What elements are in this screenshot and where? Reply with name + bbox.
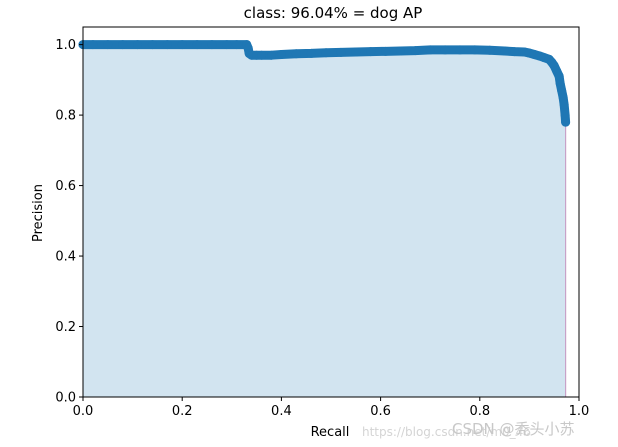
- data-point: [366, 47, 376, 57]
- data-point: [425, 45, 435, 55]
- data-point: [276, 49, 286, 59]
- watermark-url: https://blog.csdn.net/m0_46: [362, 425, 531, 439]
- data-point: [410, 46, 420, 56]
- data-point: [321, 48, 331, 58]
- pr-area-fill: [83, 44, 566, 397]
- chart-title: class: 96.04% = dog AP: [244, 4, 423, 22]
- x-tick-label: 0.6: [370, 404, 391, 419]
- data-point: [232, 40, 242, 50]
- watermark-brand: CSDN @秃头小苏: [452, 420, 575, 438]
- x-tick-label: 0.2: [172, 404, 193, 419]
- data-point: [559, 100, 569, 110]
- data-point: [555, 78, 565, 88]
- x-tick-label: 0.8: [469, 404, 490, 419]
- data-point: [351, 47, 361, 57]
- y-tick-label: 0.2: [55, 320, 76, 335]
- data-point: [510, 47, 520, 57]
- x-axis-label: Recall: [311, 425, 350, 440]
- plot-area: [78, 40, 571, 397]
- y-tick-label: 0.6: [55, 179, 76, 194]
- x-tick-label: 0.4: [271, 404, 292, 419]
- data-point: [266, 50, 276, 60]
- x-tick-label: 1.0: [569, 404, 590, 419]
- data-point: [133, 40, 143, 50]
- data-point: [192, 40, 202, 50]
- axes-frame: [82, 26, 580, 398]
- data-point: [395, 46, 405, 56]
- data-point: [147, 40, 157, 50]
- y-tick-label: 0.0: [55, 391, 76, 406]
- data-point: [560, 110, 570, 120]
- data-point: [557, 85, 567, 95]
- data-point: [291, 49, 301, 59]
- data-point: [336, 47, 346, 57]
- data-point: [207, 40, 217, 50]
- data-point: [470, 45, 480, 55]
- data-point: [500, 46, 510, 56]
- data-point: [257, 50, 267, 60]
- data-point: [440, 45, 450, 55]
- y-tick-label: 1.0: [55, 38, 76, 53]
- data-point: [381, 46, 391, 56]
- data-point: [177, 40, 187, 50]
- data-point: [162, 40, 172, 50]
- y-tick-label: 0.4: [55, 250, 76, 265]
- y-axis-label: Precision: [31, 184, 46, 242]
- axes: 0.0 0.2 0.4 0.6 0.8 1.0 0.0 0.2 0.4 0.6 0.8 1.0: [55, 26, 590, 419]
- data-point: [88, 40, 98, 50]
- data-point: [554, 71, 564, 81]
- data-point: [118, 40, 128, 50]
- data-point: [561, 117, 571, 127]
- data-point: [103, 40, 113, 50]
- data-point: [222, 40, 232, 50]
- y-tick-label: 0.8: [55, 109, 76, 124]
- data-point: [455, 45, 465, 55]
- data-point: [485, 45, 495, 55]
- data-point: [558, 92, 568, 102]
- x-tick-label: 0.0: [73, 404, 94, 419]
- data-point: [306, 48, 316, 58]
